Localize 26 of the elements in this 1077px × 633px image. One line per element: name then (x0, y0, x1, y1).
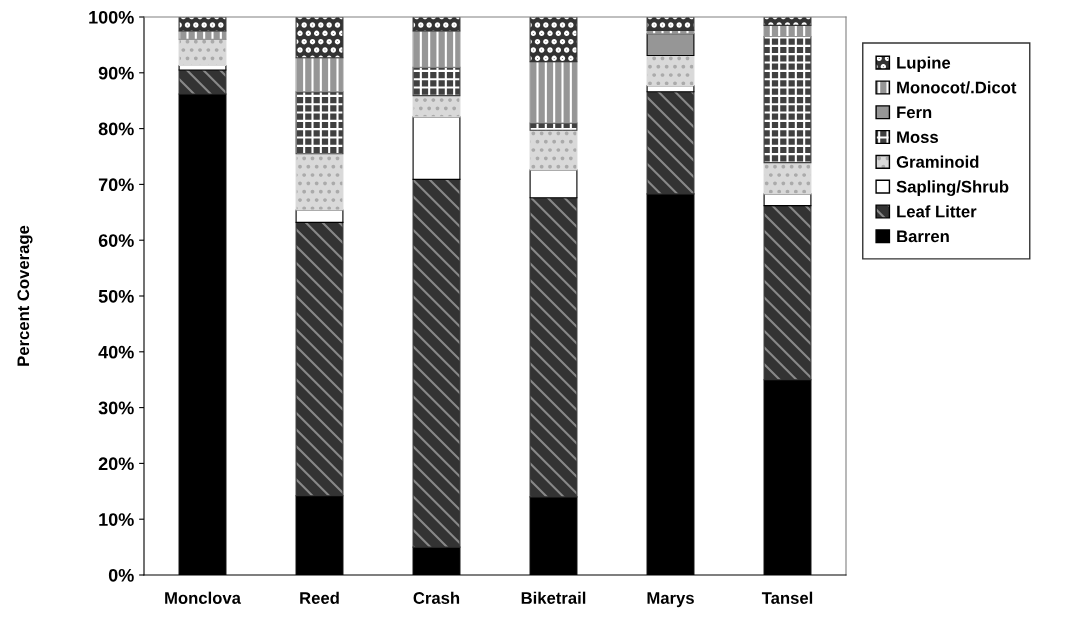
legend-label: Monocot/.Dicot (897, 81, 1017, 94)
y-axis-title: Percent Coverage (17, 225, 33, 366)
y-tick-label: 0% (108, 568, 134, 582)
y-tick-label: 60% (98, 234, 134, 247)
y-tick-label: 50% (98, 289, 134, 303)
legend-label: Graminoid (896, 155, 979, 168)
x-tick-label: Crash (413, 591, 460, 604)
legend-label: Fern (897, 106, 932, 119)
legend-label: Lupine (897, 56, 951, 72)
y-tick-label: 30% (98, 401, 134, 415)
x-tick-label: Monclova (165, 591, 242, 604)
y-tick-label: 100% (89, 10, 134, 24)
y-tick-label: 40% (98, 345, 134, 359)
y-tick-label: 20% (98, 457, 134, 471)
legend-label: Barren (897, 230, 949, 243)
x-tick-label: Tansel (761, 591, 813, 604)
legend-label: Sapling/Shrub (896, 180, 1009, 196)
x-tick-label: Biketrail (521, 591, 586, 604)
x-tick-label: Reed (300, 591, 339, 604)
y-tick-label: 70% (98, 178, 134, 192)
y-tick-label: 10% (99, 513, 134, 526)
y-tick-label: 80% (98, 122, 134, 136)
legend-label: Leaf Litter (897, 205, 977, 218)
x-tick-label: Marys (647, 592, 694, 608)
legend-label: Moss (897, 131, 939, 144)
y-tick-label: 90% (98, 66, 134, 80)
